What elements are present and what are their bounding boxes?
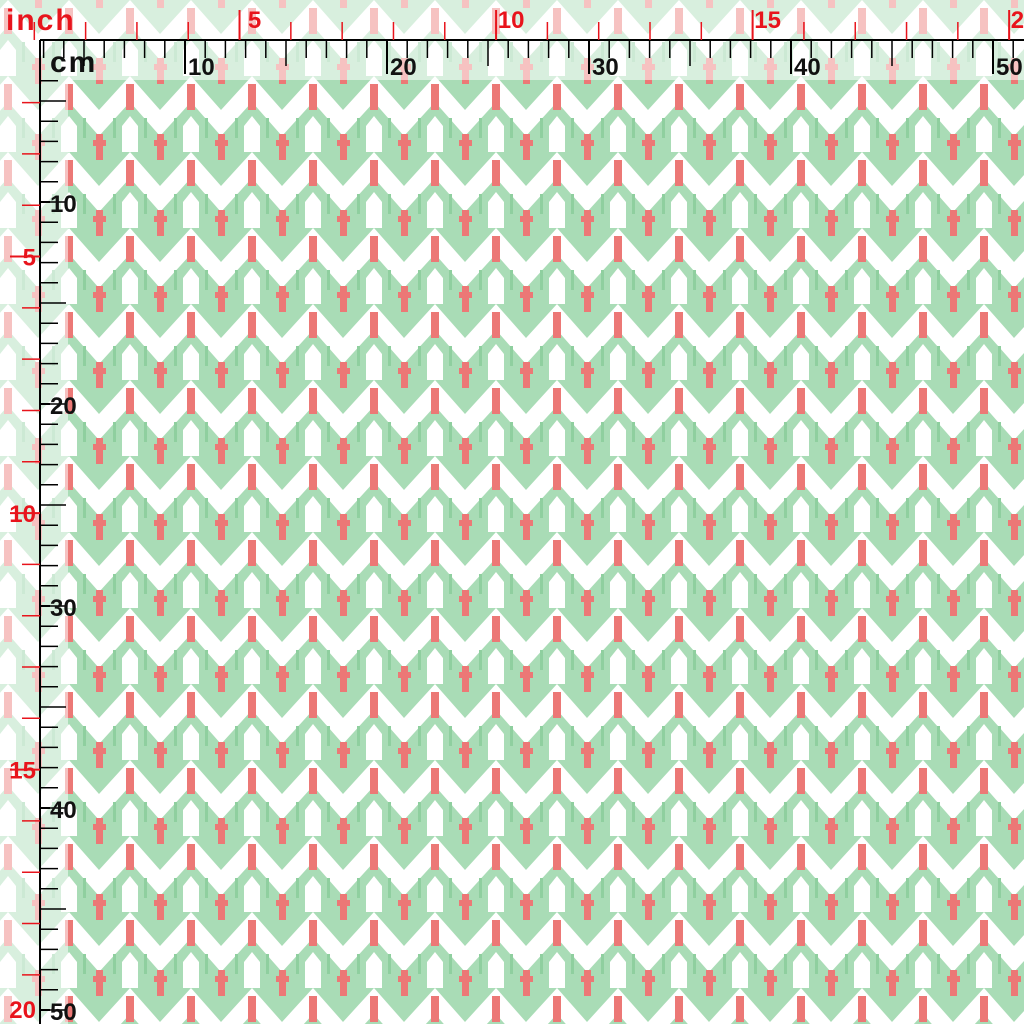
cm-label: 50 — [996, 54, 1023, 81]
inch-label: 15 — [754, 7, 781, 34]
inch-label: 15 — [9, 758, 36, 785]
cm-label: 10 — [188, 54, 215, 81]
inch-label: 10 — [9, 501, 36, 528]
cm-label: 10 — [50, 191, 77, 218]
left-ruler — [0, 80, 68, 1024]
cm-label: 50 — [50, 999, 77, 1024]
cm-unit: cm — [50, 46, 97, 79]
inch-label: 20 — [1011, 7, 1024, 34]
cm-label: 30 — [50, 595, 77, 622]
cm-label: 30 — [592, 54, 619, 81]
inch-label: 5 — [248, 7, 261, 34]
cm-label: 20 — [390, 54, 417, 81]
inch-label: 20 — [9, 997, 36, 1024]
cm-label: 40 — [50, 797, 77, 824]
cm-label: 20 — [50, 393, 77, 420]
inch-label: 5 — [23, 245, 36, 272]
cm-label: 40 — [794, 54, 821, 81]
inch-label: 10 — [498, 7, 525, 34]
inch-unit: inch — [6, 4, 76, 37]
